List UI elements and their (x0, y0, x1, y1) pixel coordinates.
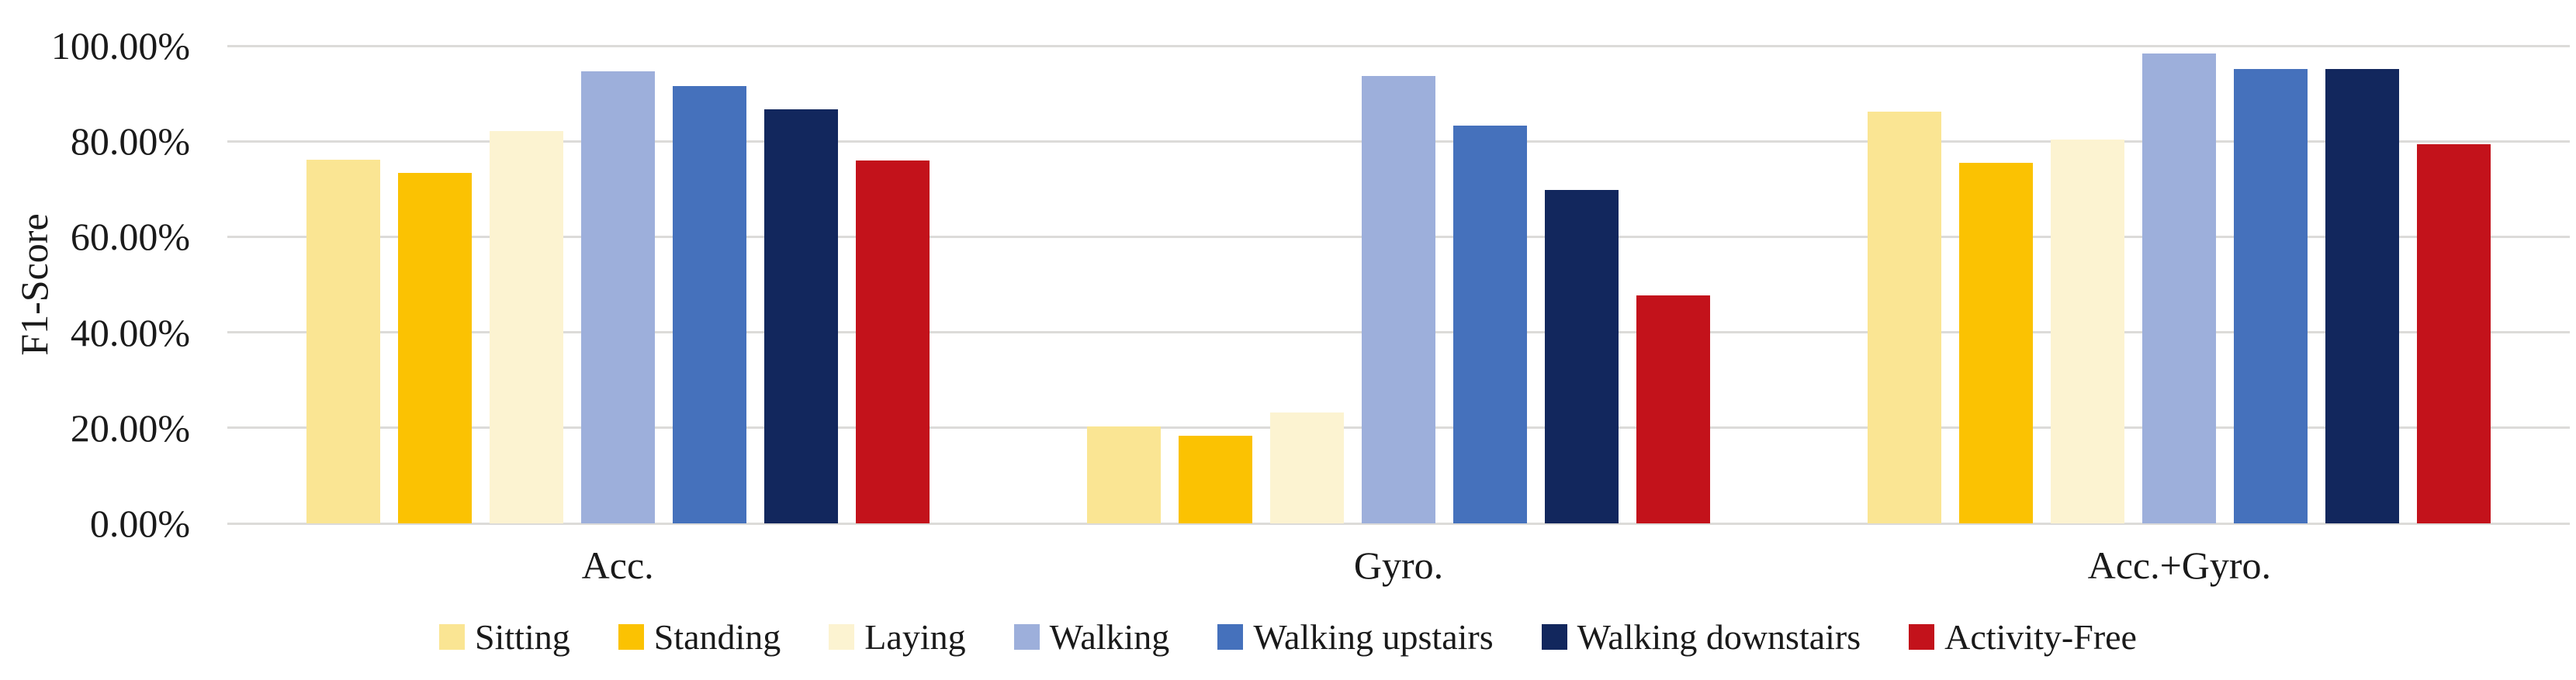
bar-standing-acc (397, 172, 472, 523)
bar-sitting-acc (306, 159, 380, 523)
y-tick-label-80: 80.00% (70, 119, 190, 164)
legend-label-sitting: Sitting (475, 617, 570, 657)
x-axis-label-acc: Acc. (581, 544, 654, 587)
y-tick-label-100: 100.00% (50, 24, 190, 67)
legend: Sitting Standing Laying Walking Walking upst… (0, 616, 2576, 658)
bar-group-acc-gyro (1789, 46, 2570, 523)
legend-swatch-sitting (439, 624, 466, 650)
legend-label-standing: Standing (653, 617, 781, 657)
bar-standing-gyro (1178, 436, 1252, 523)
legend-label-walking-upstairs: Walking upstairs (1253, 617, 1494, 657)
legend-swatch-laying (829, 624, 855, 650)
legend-item-activity-free: Activity-Free (1909, 616, 2137, 658)
bar-walking-upstairs-acc-gyro (2234, 68, 2308, 523)
bar-activity-free-gyro (1636, 295, 1710, 523)
legend-swatch-walking-upstairs (1217, 624, 1244, 650)
bar-walking-gyro (1361, 75, 1435, 523)
legend-swatch-standing (618, 624, 644, 650)
bar-sitting-acc-gyro (1868, 112, 1942, 523)
legend-label-activity-free: Activity-Free (1944, 617, 2137, 657)
bar-standing-acc-gyro (1959, 162, 2034, 523)
y-tick-label-60: 60.00% (70, 215, 190, 259)
legend-item-walking-upstairs: Walking upstairs (1217, 616, 1494, 658)
y-tick-label-40: 40.00% (70, 310, 190, 354)
bar-walking-downstairs-acc-gyro (2325, 68, 2400, 523)
bar-activity-free-acc-gyro (2417, 143, 2491, 523)
legend-item-walking: Walking (1013, 616, 1170, 658)
y-tick-label-20: 20.00% (70, 406, 190, 450)
y-axis-tick-labels: 0.00% 20.00% 40.00% 60.00% 80.00% 100.00% (0, 24, 190, 545)
legend-label-laying: Laying (864, 617, 966, 657)
legend-label-walking-downstairs: Walking downstairs (1577, 617, 1861, 657)
gridline-100 (227, 44, 2570, 47)
bar-sitting-gyro (1086, 426, 1161, 523)
bar-laying-gyro (1269, 412, 1344, 523)
legend-item-walking-downstairs: Walking downstairs (1541, 616, 1861, 658)
legend-swatch-walking (1013, 624, 1040, 650)
legend-swatch-walking-downstairs (1541, 624, 1567, 650)
bar-group-gyro (1008, 46, 1788, 523)
y-tick-label-0: 0.00% (89, 502, 190, 545)
x-axis-label-acc-gyro: Acc.+Gyro. (2087, 544, 2272, 587)
gridline-0 (227, 522, 2570, 525)
legend-item-standing: Standing (618, 616, 781, 658)
bar-laying-acc (489, 131, 563, 523)
legend-item-sitting: Sitting (439, 616, 570, 658)
plot-area (227, 44, 2570, 525)
bar-walking-upstairs-gyro (1452, 125, 1527, 523)
bar-walking-acc (580, 71, 655, 523)
legend-swatch-activity-free (1909, 624, 1935, 650)
bar-groups (227, 46, 2570, 523)
bar-walking-downstairs-acc (763, 109, 838, 523)
legend-item-laying: Laying (829, 616, 966, 658)
x-axis-label-gyro: Gyro. (1353, 544, 1444, 587)
bar-group-acc (227, 46, 1008, 523)
x-axis-labels: Acc. Gyro. Acc.+Gyro. (227, 543, 2570, 588)
bar-laying-acc-gyro (2051, 139, 2125, 523)
bar-activity-free-acc (855, 161, 930, 523)
legend-label-walking: Walking (1049, 617, 1170, 657)
bar-walking-downstairs-gyro (1544, 190, 1619, 523)
bar-walking-acc-gyro (2142, 54, 2217, 523)
bar-walking-upstairs-acc (672, 86, 746, 523)
